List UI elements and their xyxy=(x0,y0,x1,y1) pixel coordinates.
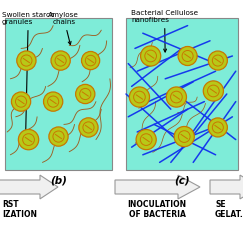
Circle shape xyxy=(17,51,36,70)
Text: INOCULATION
OF BACTERIA: INOCULATION OF BACTERIA xyxy=(127,200,187,219)
Circle shape xyxy=(43,92,63,111)
Text: Swollen starch
granules: Swollen starch granules xyxy=(2,12,54,136)
Circle shape xyxy=(18,130,39,150)
Circle shape xyxy=(203,81,224,101)
Bar xyxy=(5,18,112,170)
Circle shape xyxy=(49,127,68,146)
Polygon shape xyxy=(210,175,243,199)
Circle shape xyxy=(178,46,197,66)
Circle shape xyxy=(166,87,186,107)
Text: Bacterial Cellulose
nanofibres: Bacterial Cellulose nanofibres xyxy=(131,10,198,52)
Circle shape xyxy=(140,46,161,66)
Text: Amylose
chains: Amylose chains xyxy=(48,12,79,44)
Text: SE
GELAT.: SE GELAT. xyxy=(215,200,243,219)
Polygon shape xyxy=(0,175,58,199)
Circle shape xyxy=(81,52,100,70)
Circle shape xyxy=(51,51,70,70)
Bar xyxy=(126,18,238,170)
Circle shape xyxy=(76,84,95,104)
Circle shape xyxy=(129,87,149,107)
Circle shape xyxy=(79,118,98,137)
Circle shape xyxy=(11,92,31,111)
Circle shape xyxy=(208,118,227,137)
Circle shape xyxy=(174,126,194,147)
Text: (c): (c) xyxy=(174,175,190,185)
Circle shape xyxy=(136,130,156,150)
Text: (b): (b) xyxy=(50,175,67,185)
Circle shape xyxy=(208,51,227,70)
Text: RST
IZATION: RST IZATION xyxy=(2,200,37,219)
Polygon shape xyxy=(115,175,200,199)
